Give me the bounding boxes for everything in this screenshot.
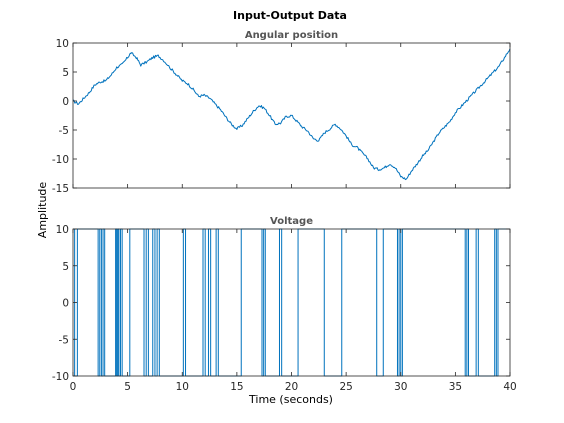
y-tick-label: 5: [62, 261, 69, 273]
x-tick-label: 25: [339, 381, 352, 393]
angular-position-title: Angular position: [245, 30, 338, 41]
y-tick-label: 10: [56, 224, 69, 236]
y-tick-label: -5: [59, 125, 69, 137]
figure-title: Input-Output Data: [233, 9, 347, 22]
x-tick-label: 30: [394, 381, 407, 393]
x-axis-label: Time (seconds): [248, 393, 333, 406]
x-tick-label: 10: [176, 381, 189, 393]
angular-position-axes: Angular position 10 5 0 -5 -10 -15: [52, 30, 511, 195]
y-tick-label: 5: [62, 67, 69, 79]
voltage-title: Voltage: [270, 216, 313, 227]
x-tick-label: 40: [503, 381, 516, 393]
y-tick-label: -10: [52, 154, 69, 166]
y-axis-label: Amplitude: [36, 182, 49, 239]
x-tick-label: 20: [285, 381, 298, 393]
x-tick-label: 0: [70, 381, 77, 393]
y-tick-label: 0: [62, 298, 69, 310]
y-tick-label: 0: [62, 96, 69, 108]
x-tick-label: 35: [449, 381, 462, 393]
voltage-axes-box: [72, 228, 511, 377]
y-tick-label: -15: [52, 183, 69, 195]
voltage-series-line: [73, 228, 510, 377]
y-tick-label: 10: [56, 38, 69, 50]
x-tick-label: 15: [230, 381, 243, 393]
angular-position-series-line: [72, 48, 511, 181]
y-tick-label: -10: [52, 371, 69, 383]
y-tick-label: -5: [59, 334, 69, 346]
x-tick-label: 5: [124, 381, 131, 393]
